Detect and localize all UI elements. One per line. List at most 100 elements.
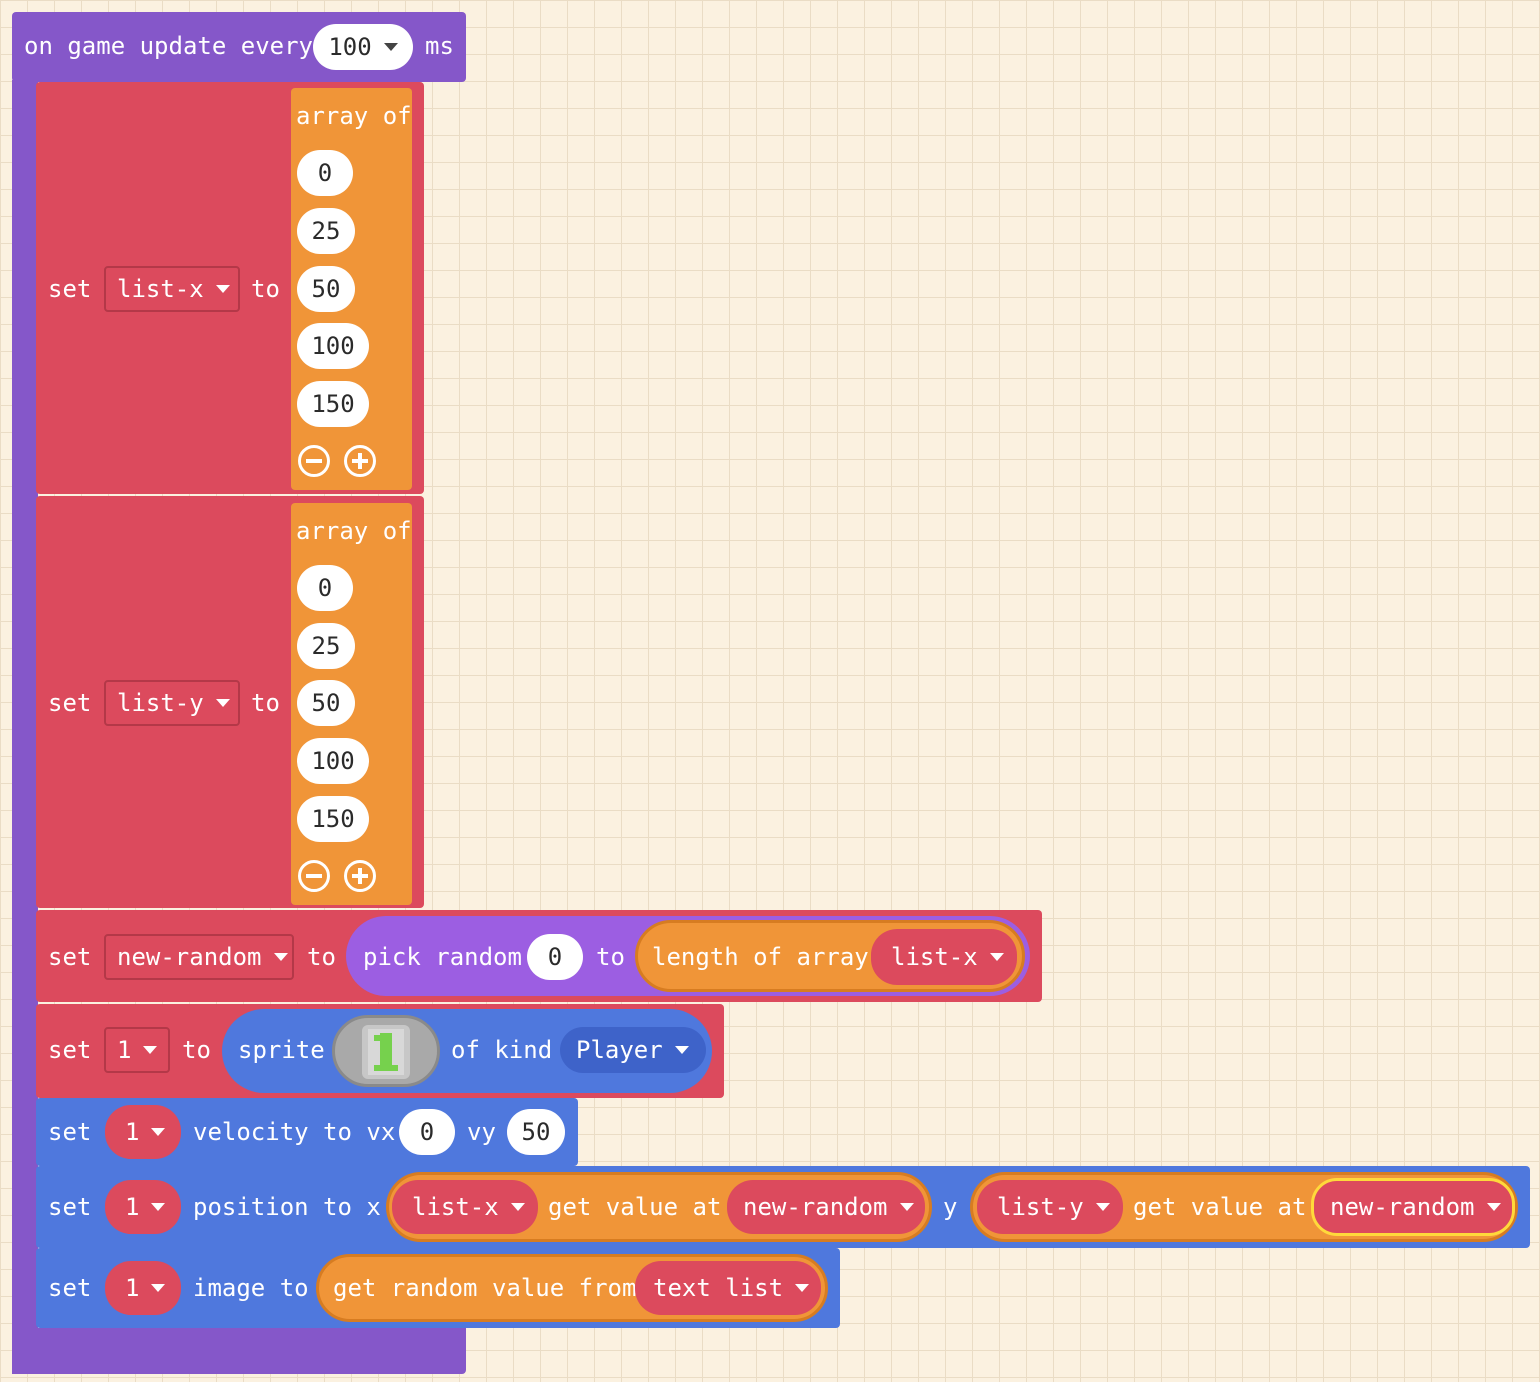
remove-item-icon[interactable] [298,445,330,477]
remove-item-icon[interactable] [298,860,330,892]
array-value-input[interactable]: 100 [297,738,369,784]
set-keyword: set [48,1118,92,1146]
chevron-down-icon [1095,1203,1110,1211]
variable-name: new-random [1330,1193,1475,1221]
interval-value: 100 [328,33,372,61]
to-keyword: to [182,1036,211,1064]
interval-dropdown[interactable]: 100 [313,24,413,70]
image-to-label: image to [193,1274,309,1302]
chevron-down-icon [383,43,398,51]
sprite-thumbnail [362,1025,410,1079]
array-value-input[interactable]: 25 [297,208,355,254]
set-keyword: set [48,1274,92,1302]
set-keyword: set [48,689,92,717]
y-label: y [943,1193,958,1221]
to-keyword: to [251,275,280,303]
sprite-image-picker[interactable] [332,1015,440,1087]
array-value-input[interactable]: 25 [297,623,355,669]
position-label: position to x [193,1193,381,1221]
sprite-variable-dropdown[interactable]: 1 [105,1105,181,1159]
vy-value: 50 [521,1118,551,1146]
array-value: 0 [317,574,333,602]
array-value: 25 [311,217,341,245]
array-of-label: array of [296,102,412,130]
set-keyword: set [48,1036,92,1064]
sprite-one-icon [368,1029,404,1075]
chevron-down-icon [151,1203,166,1211]
vy-label: vy [467,1118,496,1146]
of-kind-label: of kind [451,1036,553,1064]
velocity-label: velocity to vx [193,1118,396,1146]
array-variable-dropdown[interactable]: list-x [871,929,1017,985]
variable-name: 1 [117,1036,132,1064]
event-label: on game update every [24,32,313,60]
variable-name: 1 [125,1193,140,1221]
chevron-down-icon [1486,1203,1501,1211]
x-index-dropdown[interactable]: new-random [727,1180,925,1234]
array-value-input[interactable]: 0 [297,150,353,196]
array-value: 100 [311,332,355,360]
variable-name: text list [653,1274,784,1302]
array-value-input[interactable]: 0 [297,565,353,611]
variable-dropdown-sprite[interactable]: 1 [104,1027,170,1073]
chevron-down-icon [795,1284,810,1292]
vx-value: 0 [419,1118,435,1146]
vx-input[interactable]: 0 [399,1109,455,1155]
variable-name: 1 [125,1274,140,1302]
array-value: 25 [311,632,341,660]
y-index-dropdown[interactable]: new-random [1311,1178,1515,1236]
sprite-label: sprite [238,1036,325,1064]
to-keyword: to [251,689,280,717]
variable-name: list-y [117,689,204,717]
variable-name: list-y [997,1193,1084,1221]
chevron-down-icon [989,953,1004,961]
event-unit-label: ms [425,32,454,60]
array-value-input[interactable]: 50 [297,266,355,312]
chevron-down-icon [899,1203,914,1211]
variable-name: list-x [412,1193,499,1221]
random-min-input[interactable]: 0 [527,934,583,980]
sprite-kind-dropdown[interactable]: Player [560,1027,706,1073]
event-block-footer [12,1328,466,1374]
get-random-value-label: get random value from [333,1274,637,1302]
array-value-input[interactable]: 50 [297,680,355,726]
to-keyword: to [307,943,336,971]
chevron-down-icon [674,1046,689,1054]
variable-name: list-x [891,943,978,971]
array-value-input[interactable]: 100 [297,323,369,369]
variable-name: new-random [117,943,262,971]
array-of-label: array of [296,517,412,545]
length-of-array-label: length of array [652,943,869,971]
list-x-dropdown[interactable]: list-x [392,1180,538,1234]
variable-name: new-random [743,1193,888,1221]
variable-dropdown-list-y[interactable]: list-y [104,680,240,726]
add-item-icon[interactable] [344,445,376,477]
add-item-icon[interactable] [344,860,376,892]
set-keyword: set [48,943,92,971]
array-value-input[interactable]: 150 [297,381,369,427]
get-value-at-label: get value at [1133,1193,1307,1221]
array-value: 150 [311,805,355,833]
array-value: 0 [317,159,333,187]
array-value-input[interactable]: 150 [297,796,369,842]
variable-name: list-x [117,275,204,303]
array-value: 50 [311,275,341,303]
vy-input[interactable]: 50 [507,1109,565,1155]
sprite-variable-dropdown[interactable]: 1 [105,1180,181,1234]
chevron-down-icon [215,285,230,293]
list-y-dropdown[interactable]: list-y [977,1180,1123,1234]
get-value-at-label: get value at [548,1193,722,1221]
set-keyword: set [48,275,92,303]
array-value: 100 [311,747,355,775]
event-block-left-rail [12,80,38,1374]
variable-dropdown-list-x[interactable]: list-x [104,266,240,312]
random-min-value: 0 [547,943,563,971]
chevron-down-icon [143,1046,158,1054]
variable-dropdown-new-random[interactable]: new-random [104,934,294,980]
sprite-variable-dropdown[interactable]: 1 [105,1261,181,1315]
to-keyword: to [596,943,625,971]
text-list-dropdown[interactable]: text list [635,1261,821,1315]
array-value: 50 [311,689,341,717]
set-keyword: set [48,1193,92,1221]
chevron-down-icon [151,1128,166,1136]
